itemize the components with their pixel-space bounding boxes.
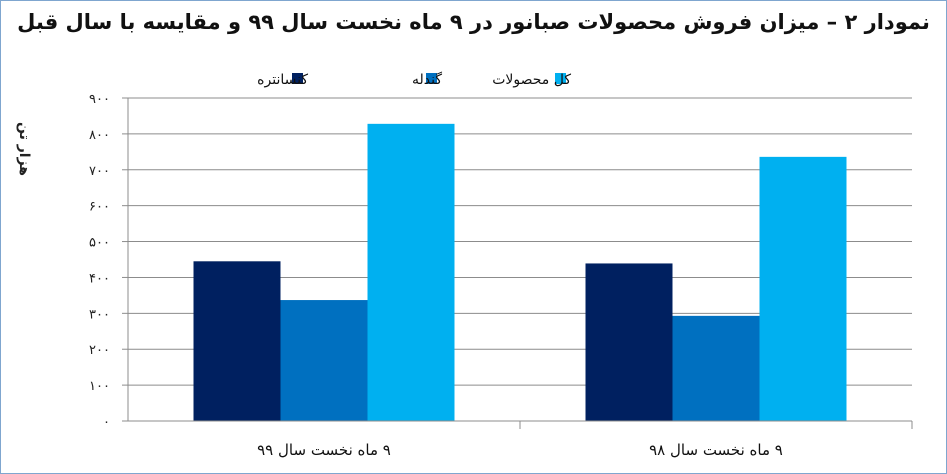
axes [127,98,913,429]
y-tick-label: ۴۰۰ [89,271,110,286]
bar [672,315,760,421]
legend-label: گندله [412,71,442,88]
y-tick-label: ۰ [103,415,110,430]
legend-swatch [426,73,437,84]
y-tick-label: ۵۰۰ [89,236,110,251]
y-tick-label: ۳۰۰ [89,307,110,322]
category-label: ۹ ماه نخست سال ۹۸ [649,441,783,459]
legend-swatch [555,73,566,84]
y-tick-label: ۹۰۰ [89,92,110,107]
legend: کنسانتره گندله کل محصولات [257,71,571,88]
bar [585,263,673,421]
y-tick-label: ۲۰۰ [89,343,110,358]
y-tick-label: ۱۰۰ [89,379,110,394]
bars [193,123,847,421]
y-tick-label: ۷۰۰ [89,164,110,179]
y-tick-label: ۸۰۰ [89,128,110,143]
bar [280,300,368,421]
bar [759,156,847,421]
category-label: ۹ ماه نخست سال ۹۹ [257,441,391,459]
category-labels: ۹ ماه نخست سال ۹۹ ۹ ماه نخست سال ۹۸ [257,441,783,459]
legend-label: کنسانتره [257,72,308,88]
y-tick-label: ۶۰۰ [89,200,110,215]
bar [193,261,281,421]
y-axis-ticks: ۰ ۱۰۰ ۲۰۰ ۳۰۰ ۴۰۰ ۵۰۰ ۶۰۰ ۷۰۰ ۸۰۰ ۹۰۰ [89,92,128,430]
legend-label: کل محصولات [492,72,571,88]
legend-swatch [292,73,303,84]
bar [367,123,455,421]
chart-title: نمودار ۲ – میزان فروش محصولات صبانور در … [17,10,930,34]
